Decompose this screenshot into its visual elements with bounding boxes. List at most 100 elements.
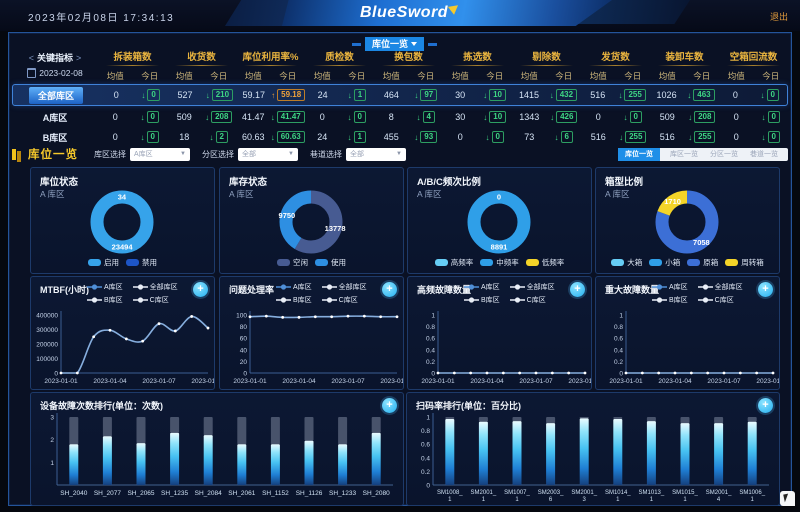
filter-item-1: 分区选择 全部 ▼ (202, 147, 298, 161)
metric-column: 空箱回流数 均值 今日 (719, 49, 788, 82)
logout-link[interactable]: 退出 (769, 12, 788, 22)
legend-item[interactable]: 原箱 (687, 257, 718, 268)
expand-button[interactable]: + (758, 398, 773, 413)
kpi-today-badge: 255 (624, 89, 646, 101)
kpi-today-badge: 208 (211, 111, 233, 123)
legend-item[interactable]: A库区 (652, 282, 688, 292)
expand-button[interactable]: + (758, 282, 773, 297)
arrow-down-icon: ↓ (270, 112, 275, 122)
svg-text:0.4: 0.4 (614, 347, 623, 354)
legend-item[interactable]: 启用 (88, 257, 119, 268)
legend-item[interactable]: 使用 (315, 257, 346, 268)
kpi-avg-value: 516 (590, 132, 606, 142)
legend-item[interactable]: 全部库区 (321, 282, 367, 292)
filter-label: 分区选择 (202, 149, 234, 159)
kpi-today-value: ↓ 255 (616, 131, 651, 143)
kpi-date-picker[interactable]: 2023-02-08 (12, 68, 98, 78)
legend-item[interactable]: A库区 (464, 282, 500, 292)
legend-item[interactable]: B库区 (87, 295, 123, 305)
svg-text:100: 100 (236, 313, 247, 320)
legend-item[interactable]: A库区 (276, 282, 312, 292)
kpi-today-badge: 4 (422, 111, 435, 123)
kpi-today-badge: 1 (353, 89, 367, 101)
legend-chip (687, 259, 701, 266)
expand-button[interactable]: + (570, 282, 585, 297)
legend-item[interactable]: 全部库区 (509, 282, 555, 292)
subheader-today: 今日 (141, 71, 159, 81)
nav-prev-icon[interactable]: < (28, 53, 34, 63)
legend-item[interactable]: 空闲 (277, 257, 308, 268)
kpi-avg-value: 60.63 (241, 132, 265, 142)
svg-text:1: 1 (448, 497, 452, 503)
legend-item[interactable]: B库区 (276, 295, 312, 305)
legend-item[interactable]: 高频率 (434, 257, 473, 268)
expand-button[interactable]: + (193, 282, 208, 297)
svg-text:2023-01-07: 2023-01-07 (707, 378, 741, 385)
filter-item-2: 巷道选择 全部 ▼ (310, 147, 406, 161)
legend-item[interactable]: 全部库区 (132, 282, 178, 292)
legend-item[interactable]: C库区 (509, 295, 546, 305)
view-switch-active[interactable]: 库位一览 (618, 147, 660, 161)
legend-item[interactable]: 大箱 (611, 257, 642, 268)
nav-next-icon[interactable]: > (76, 53, 82, 63)
legend-chip (480, 259, 494, 266)
legend-item[interactable]: C库区 (697, 295, 734, 305)
kpi-avg-value: 0 (732, 90, 738, 100)
kpi-row-1[interactable]: A库区 0 ↓ 0 509 ↓ 208 41.47 ↓ 41.47 0 ↓ 0 8 ↓ 4 30 ↓ 10 1343 ↓… (12, 108, 788, 126)
kpi-row-2[interactable]: B库区 0 ↓ 0 18 ↓ 2 60.63 ↓ 60.63 24 ↓ 1 455 ↓ 93 0 ↓ 0 73 ↓ 6 51… (12, 128, 788, 146)
legend-item[interactable]: 小箱 (649, 257, 680, 268)
metric-column: 库位利用率% 均值 今日 (236, 49, 305, 82)
filter-select-1[interactable]: 全部 ▼ (238, 147, 298, 161)
legend-item[interactable]: B库区 (464, 295, 500, 305)
svg-text:300000: 300000 (36, 327, 58, 334)
kpi-cell: 516 ↓ 255 (650, 131, 719, 143)
legend-item[interactable]: B库区 (652, 295, 688, 305)
expand-button[interactable]: + (382, 398, 397, 413)
svg-text:SH_2065: SH_2065 (127, 490, 154, 497)
kpi-avg-value: 1415 (518, 90, 539, 100)
kpi-today-badge: 0 (766, 89, 779, 101)
subheader-today: 今日 (486, 71, 504, 81)
legend-item[interactable]: A库区 (87, 282, 123, 292)
chevron-down-icon: ▼ (288, 150, 294, 157)
svg-text:2023-01-10: 2023-01-10 (191, 378, 214, 385)
view-switch-option-1[interactable]: 分区一览 (710, 150, 738, 158)
line-chart: 0 0.2 0.4 0.6 0.8 1 2023-01-01 2023-01-04 2023-0… (609, 311, 779, 385)
legend-item[interactable]: C库区 (132, 295, 169, 305)
kpi-row-label-pill: 全部库区 (28, 86, 83, 104)
kpi-row-0[interactable]: 全部库区 0 ↓ 0 527 ↓ 210 59.17 ↑ 59.18 24 ↓ 1 464 ↓ 97 30 ↓ 10… (12, 84, 788, 106)
legend-item[interactable]: 全部库区 (697, 282, 743, 292)
kpi-avg-value: 0 (733, 112, 739, 122)
kpi-cell: 1415 ↓ 432 (512, 89, 581, 101)
svg-text:SH_1235: SH_1235 (161, 490, 188, 497)
filter-select-2[interactable]: 全部 ▼ (346, 147, 406, 161)
legend-item[interactable]: 中频率 (480, 257, 519, 268)
metric-subheaders: 均值 今日 (236, 70, 305, 82)
view-switch-option-2[interactable]: 巷道一览 (750, 150, 778, 158)
view-switch-option-0[interactable]: 库区一览 (670, 150, 698, 158)
legend-item[interactable]: 禁用 (126, 257, 157, 268)
panel-mtbf: MTBF(小时) A库区 全部库区 B库区 C库区 +0 100000 200000 30000… (30, 276, 215, 390)
filter-select-0[interactable]: A库区 ▼ (130, 147, 190, 161)
kpi-cell: 0 ↓ 0 (99, 89, 168, 101)
kpi-row-label: 全部库区 (13, 86, 99, 104)
legend-label: B库区 (104, 297, 123, 304)
legend-item[interactable]: C库区 (321, 295, 358, 305)
svg-text:2023-01-07: 2023-01-07 (519, 378, 553, 385)
tab-storage-overview[interactable]: 库位一览 (365, 37, 425, 51)
legend-item[interactable]: 周转箱 (725, 257, 764, 268)
legend-item[interactable]: 低频率 (525, 257, 564, 268)
line-legend: A库区 全部库区 B库区 C库区 (652, 282, 764, 305)
legend-label: 原箱 (703, 258, 719, 267)
arrow-down-icon: ↓ (416, 112, 421, 122)
legend-label: B库区 (293, 297, 312, 304)
expand-button[interactable]: + (382, 282, 397, 297)
svg-text:SH_1152: SH_1152 (262, 490, 289, 497)
arrow-down-icon: ↓ (485, 132, 490, 142)
subheader-avg: 均值 (727, 71, 745, 81)
bar-chart-title: 设备故障次数排行(单位：次数) (40, 401, 163, 411)
svg-text:0: 0 (243, 371, 247, 378)
kpi-today-value: ↓ 2 (202, 131, 237, 143)
line-chart: 0 20 40 60 80 100 2023-01-01 2023-01-04 2023-01-… (233, 311, 403, 385)
kpi-today-value: ↓ 0 (616, 111, 651, 123)
